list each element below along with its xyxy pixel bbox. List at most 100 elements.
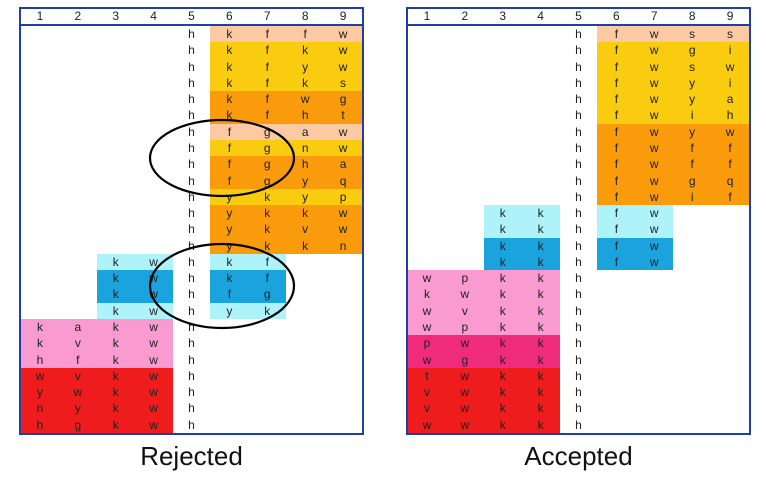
grid-cell: s xyxy=(673,58,712,75)
grid-cell: i xyxy=(673,188,712,206)
grid-cell: w xyxy=(324,139,362,157)
column-header: 7 xyxy=(263,9,271,23)
column-header: 1 xyxy=(423,9,431,23)
grid-cell: k xyxy=(483,286,522,303)
grid-cell: h xyxy=(188,222,195,237)
grid-cell: f xyxy=(597,253,636,271)
grid-cell: k xyxy=(483,367,522,385)
grid-cell: k xyxy=(21,335,59,352)
grid-cell: k xyxy=(483,221,522,238)
grid-cell: s xyxy=(711,26,749,43)
grid-cell: g xyxy=(248,139,287,157)
grid-cell: w xyxy=(324,205,362,222)
grid-cell: h xyxy=(575,303,582,318)
grid-cell: k xyxy=(21,319,59,336)
grid-cell: k xyxy=(483,270,522,287)
grid-cell: f xyxy=(711,139,749,157)
grid-cell: k xyxy=(210,253,249,271)
grid-cell: h xyxy=(188,140,195,155)
grid-cell: w xyxy=(635,205,674,222)
grid-cell: y xyxy=(673,74,712,92)
grid-cell: g xyxy=(248,172,287,189)
grid-cell: w xyxy=(445,384,484,401)
grid-cell: k xyxy=(521,237,560,254)
grid-cell: w xyxy=(324,221,362,238)
grid-cell: k xyxy=(248,188,287,206)
grid-cell: y xyxy=(210,237,249,254)
grid-cell: h xyxy=(575,59,582,74)
grid-cell: w xyxy=(134,270,173,287)
grid-cell: k xyxy=(286,205,325,222)
grid-cell: t xyxy=(324,107,362,124)
grid-cell: w xyxy=(635,172,674,189)
grid-cell: h xyxy=(188,320,195,335)
grid-cell: k xyxy=(408,286,446,303)
grid-cell: f xyxy=(286,26,325,43)
grid-cell: h xyxy=(575,336,582,351)
grid-cell: h xyxy=(188,271,195,286)
grid-cell: w xyxy=(134,253,173,271)
grid-cell: h xyxy=(575,206,582,221)
grid-cell: k xyxy=(483,319,522,336)
grid-cell: g xyxy=(445,351,484,368)
grid-cell: k xyxy=(96,319,135,336)
grid-cell: h xyxy=(188,401,195,416)
grid-cell: v xyxy=(286,221,325,238)
column-header: 9 xyxy=(726,9,734,23)
grid-cell: y xyxy=(58,400,97,417)
column-header: 8 xyxy=(301,9,309,23)
grid-cell: h xyxy=(188,108,195,123)
grid-cell: w xyxy=(445,335,484,352)
grid-cell: f xyxy=(597,139,636,157)
grid-cell: w xyxy=(445,400,484,417)
grid-cell: k xyxy=(286,74,325,92)
grid-cell: h xyxy=(188,124,195,139)
grid-cell: f xyxy=(248,91,287,108)
grid-cell: k xyxy=(483,416,522,433)
grid-cell: h xyxy=(575,320,582,335)
grid-cell: g xyxy=(248,156,287,173)
grid-cell: f xyxy=(248,58,287,75)
grid-cell: f xyxy=(673,156,712,173)
grid-cell: w xyxy=(635,74,674,92)
grid-cell: h xyxy=(21,416,59,433)
grid-cell: f xyxy=(210,172,249,189)
grid-cell: w xyxy=(134,335,173,352)
grid-cell: h xyxy=(575,92,582,107)
grid-cell: k xyxy=(483,253,522,271)
grid-cell: k xyxy=(483,302,522,320)
grid-cell: k xyxy=(521,416,560,433)
grid-cell: h xyxy=(188,303,195,318)
grid-cell: h xyxy=(575,254,582,269)
column-header: 5 xyxy=(575,9,582,23)
grid-cell: i xyxy=(711,74,749,92)
grid-cell: a xyxy=(324,156,362,173)
grid-cell: k xyxy=(210,270,249,287)
grid-cell: f xyxy=(210,139,249,157)
grid-cell: h xyxy=(188,43,195,58)
grid-cell: y xyxy=(210,221,249,238)
grid-cell: f xyxy=(673,139,712,157)
grid-cell: h xyxy=(21,351,59,368)
grid-cell: y xyxy=(21,384,59,401)
grid-cell: w xyxy=(134,286,173,303)
grid-cell: f xyxy=(58,351,97,368)
grid-cell: g xyxy=(248,123,287,140)
grid-cell: k xyxy=(521,335,560,352)
grid-cell: k xyxy=(521,221,560,238)
column-header: 3 xyxy=(499,9,507,23)
column-header: 5 xyxy=(188,9,195,23)
grid-cell: k xyxy=(521,270,560,287)
column-header: 4 xyxy=(537,9,544,23)
grid-cell: g xyxy=(673,42,712,59)
column-header: 1 xyxy=(36,9,44,23)
grid-cell: h xyxy=(575,173,582,188)
grid-cell: w xyxy=(635,26,674,43)
grid-cell: k xyxy=(210,26,249,43)
grid-cell: w xyxy=(635,188,674,206)
grid-cell: f xyxy=(597,74,636,92)
grid-cell: w xyxy=(134,319,173,336)
grid-cell: h xyxy=(575,140,582,155)
grid-cell: k xyxy=(96,335,135,352)
grid-cell: y xyxy=(210,302,249,320)
